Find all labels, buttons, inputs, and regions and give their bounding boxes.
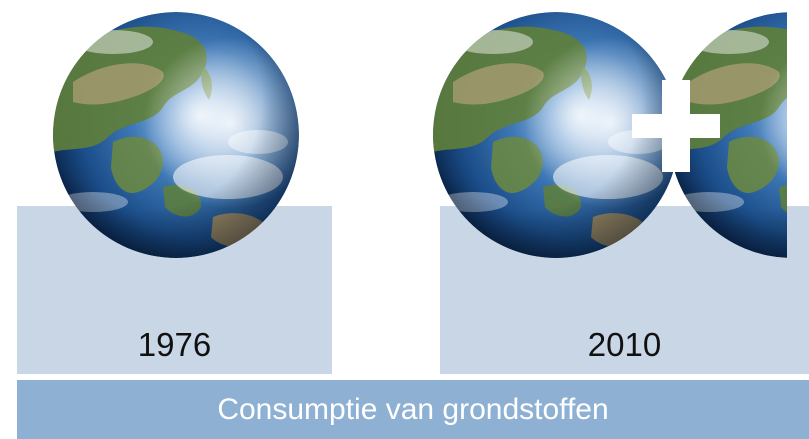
year-label-2010: 2010 [587,326,662,363]
year-label-1976: 1976 [137,326,212,363]
caption-banner: Consumptie van grondstoffen [17,380,809,439]
earth-globe-icon [53,12,299,258]
plus-icon [632,80,720,172]
